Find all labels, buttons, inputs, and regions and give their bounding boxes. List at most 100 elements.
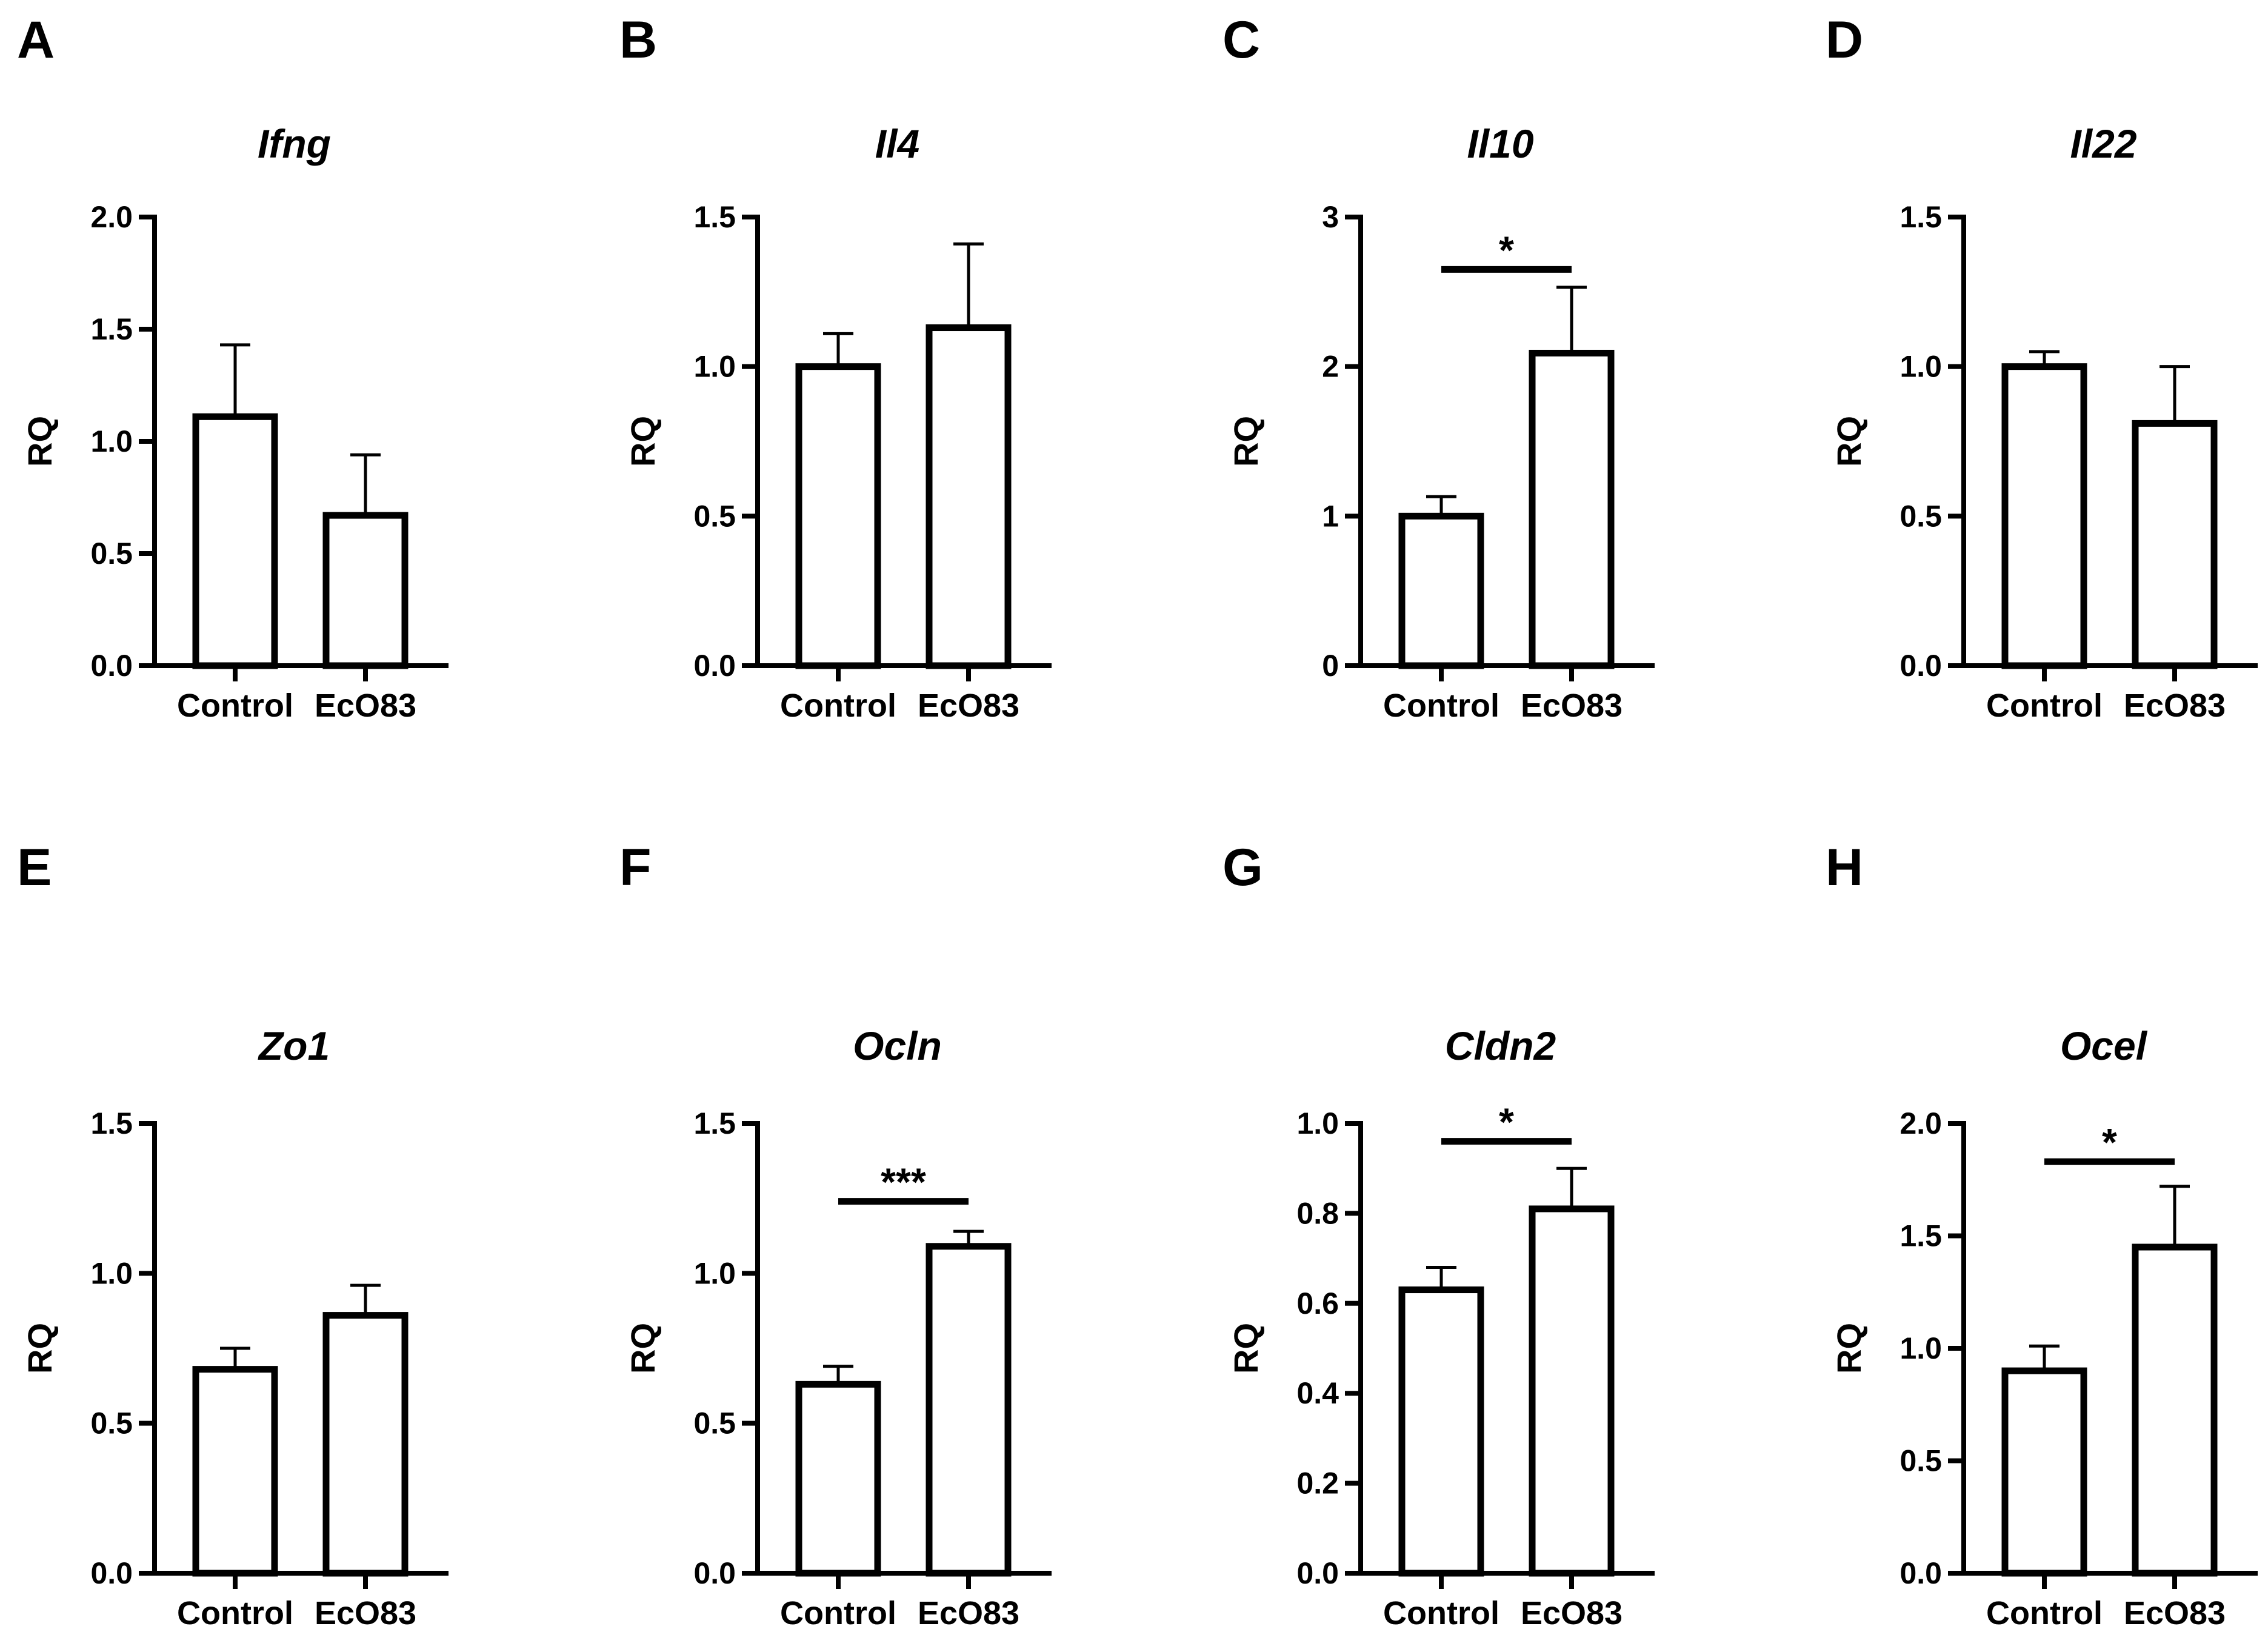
y-tick-label: 1.0 <box>1899 1331 1942 1365</box>
bar-eco83 <box>322 1312 409 1577</box>
category-label: Control <box>1986 1595 2103 1631</box>
panel-letter: D <box>1826 11 1863 69</box>
bar-control <box>1398 512 1484 669</box>
category-label: Control <box>780 687 896 724</box>
axes <box>1358 215 1655 668</box>
category-label: Control <box>177 687 293 724</box>
panel-e: E Zo1 RQ 0.0 0.5 1.0 1.5 Control EcO83 <box>17 838 449 1631</box>
chart-title: Ocln <box>853 1023 942 1068</box>
y-axis-label: RQ <box>1227 416 1265 467</box>
category-label: EcO83 <box>315 687 416 724</box>
y-tick-label: 0.0 <box>1899 649 1942 683</box>
bar-eco83 <box>1529 1205 1615 1577</box>
panel-letter: H <box>1826 838 1863 897</box>
y-tick-label: 1.5 <box>90 1106 133 1140</box>
y-tick-label: 3 <box>1322 200 1339 234</box>
panel-letter: F <box>619 838 652 897</box>
category-label: Control <box>1383 687 1499 724</box>
y-tick-label: 0 <box>1322 649 1339 683</box>
y-axis-label: RQ <box>624 1323 662 1374</box>
y-tick-label: 0.5 <box>1899 1444 1942 1478</box>
y-tick-label: 1.5 <box>1899 1219 1942 1253</box>
y-tick-label: 0.5 <box>90 1406 133 1440</box>
axes <box>152 215 449 668</box>
chart-title: Il4 <box>875 121 919 166</box>
y-tick-label: 0.0 <box>693 1556 736 1590</box>
y-tick-label: 0.0 <box>90 1556 133 1590</box>
y-tick-label: 0.6 <box>1296 1286 1339 1320</box>
category-label: Control <box>780 1595 896 1631</box>
bar-eco83 <box>2132 420 2218 669</box>
y-tick-label: 2.0 <box>90 200 133 234</box>
significance-label: * <box>1499 228 1514 272</box>
bar-control <box>795 363 881 669</box>
chart-title: Ifng <box>258 121 331 166</box>
category-label: EcO83 <box>1521 1595 1623 1631</box>
category-label: EcO83 <box>1521 687 1623 724</box>
y-tick-label: 1.0 <box>90 1256 133 1290</box>
category-label: EcO83 <box>2124 687 2226 724</box>
y-tick-label: 0.0 <box>693 649 736 683</box>
bar-control <box>192 413 278 669</box>
bar-eco83 <box>1529 349 1615 669</box>
panel-letter: A <box>17 11 55 69</box>
axes <box>1961 1121 2258 1576</box>
chart-title: Zo1 <box>258 1023 330 1068</box>
bar-eco83 <box>322 512 409 669</box>
y-axis-label: RQ <box>1830 1323 1868 1374</box>
panel-h: H Ocel RQ 0.0 0.5 1.0 1.5 2.0 Control EcO83 * <box>1826 838 2258 1631</box>
axes <box>755 1121 1052 1576</box>
y-tick-label: 1.5 <box>693 1106 736 1140</box>
panel-g: G Cldn2 RQ 0.0 0.2 0.4 0.6 0.8 1.0 Control EcO83 * <box>1222 838 1655 1631</box>
y-tick-label: 2.0 <box>1899 1106 1942 1140</box>
y-tick-label: 0.4 <box>1296 1376 1339 1410</box>
y-tick-label: 0.0 <box>1899 1556 1942 1590</box>
y-tick-label: 0.0 <box>1296 1556 1339 1590</box>
panel-c: C Il10 RQ 0 1 2 3 Control EcO83 * <box>1222 11 1655 724</box>
chart-title: Ocel <box>2060 1023 2148 1068</box>
axes <box>755 215 1052 668</box>
category-label: EcO83 <box>2124 1595 2226 1631</box>
y-axis-label: RQ <box>21 416 59 467</box>
y-tick-label: 0.0 <box>90 649 133 683</box>
axes <box>1961 215 2258 668</box>
y-tick-label: 1 <box>1322 499 1339 533</box>
axes <box>1358 1121 1655 1576</box>
y-axis-label: RQ <box>1830 416 1868 467</box>
panel-letter: B <box>619 11 657 69</box>
y-tick-label: 0.2 <box>1296 1467 1339 1500</box>
significance-label: * <box>2102 1120 2117 1164</box>
y-tick-label: 1.0 <box>693 350 736 384</box>
y-tick-label: 1.0 <box>693 1256 736 1290</box>
significance-label: * <box>1499 1100 1514 1144</box>
category-label: EcO83 <box>918 687 1019 724</box>
y-tick-label: 1.5 <box>1899 200 1942 234</box>
bar-eco83 <box>926 324 1012 669</box>
bar-control <box>2001 1367 2087 1577</box>
panel-letter: E <box>17 838 52 897</box>
y-tick-label: 1.5 <box>90 312 133 346</box>
chart-title: Cldn2 <box>1445 1023 1556 1068</box>
category-label: EcO83 <box>918 1595 1019 1631</box>
y-tick-label: 2 <box>1322 350 1339 384</box>
y-tick-label: 1.5 <box>693 200 736 234</box>
category-label: Control <box>1986 687 2103 724</box>
category-label: Control <box>1383 1595 1499 1631</box>
panel-b: B Il4 RQ 0.0 0.5 1.0 1.5 Control EcO83 <box>619 11 1052 724</box>
category-label: Control <box>177 1595 293 1631</box>
panel-letter: G <box>1222 838 1263 897</box>
category-label: EcO83 <box>315 1595 416 1631</box>
y-tick-label: 0.5 <box>693 499 736 533</box>
significance-label: *** <box>881 1160 926 1204</box>
y-tick-label: 1.0 <box>90 424 133 458</box>
y-tick-label: 0.5 <box>1899 499 1942 533</box>
panel-letter: C <box>1222 11 1260 69</box>
chart-title: Il10 <box>1467 121 1533 166</box>
bar-control <box>192 1366 278 1577</box>
y-axis-label: RQ <box>21 1323 59 1374</box>
bar-control <box>1398 1286 1484 1577</box>
panel-a: A Ifng RQ 0.0 0.5 1.0 1.5 2.0 Control EcO83 <box>17 11 449 724</box>
bar-control <box>795 1380 881 1577</box>
y-axis-label: RQ <box>1227 1323 1265 1374</box>
